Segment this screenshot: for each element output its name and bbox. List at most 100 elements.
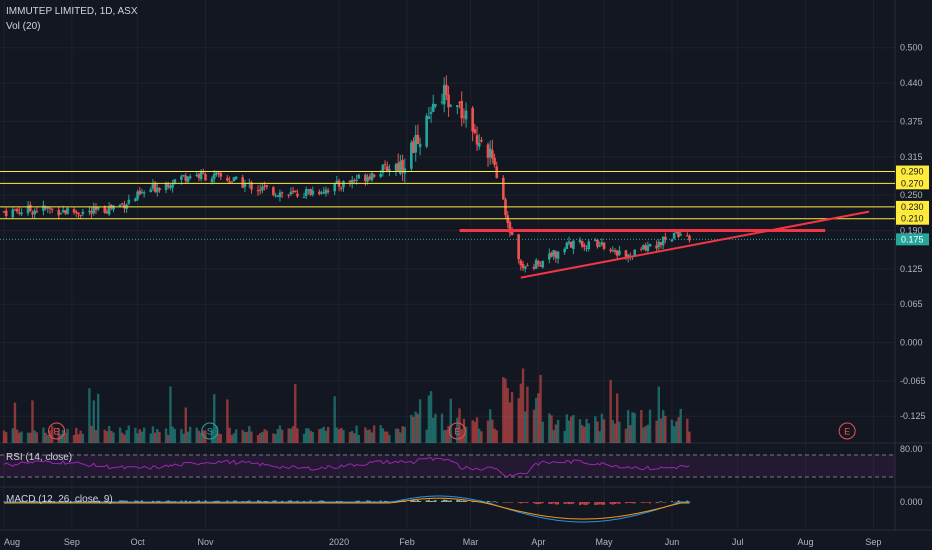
candle-body: [611, 250, 615, 252]
volume-bar: [580, 425, 584, 443]
candle-body: [600, 242, 604, 246]
macd-histogram-bar: [600, 502, 603, 505]
macd-histogram-bar: [97, 500, 100, 502]
volume-bar: [661, 410, 665, 443]
macd-histogram-bar: [296, 500, 299, 502]
macd-histogram-bar: [403, 501, 406, 502]
volume-bar: [280, 429, 284, 443]
volume-bar: [307, 428, 310, 443]
time-axis[interactable]: Aug Sep Oct Nov 2020 Feb Mar Apr May Jun Jul Aug Sep…: [4, 537, 932, 547]
volume-bar: [550, 415, 553, 443]
volume-bar: [642, 427, 645, 443]
candle-body: [326, 190, 330, 192]
volume-bar: [123, 434, 126, 443]
macd-histogram-bar: [215, 500, 218, 502]
level-price-label: 0.230: [901, 202, 924, 212]
volume-bar: [480, 431, 483, 443]
candle-body: [311, 190, 315, 195]
volume-bar: [105, 431, 109, 443]
candle-body: [18, 212, 21, 214]
volume-bar: [456, 417, 459, 443]
candle-body: [318, 191, 321, 195]
volume-bar: [445, 429, 448, 443]
candle-body: [57, 209, 61, 216]
volume-bar: [598, 431, 601, 443]
volume-bar: [510, 391, 514, 443]
macd-histogram-bar: [598, 502, 601, 505]
chart-grid: [0, 0, 932, 531]
volume-bar: [272, 433, 275, 443]
volume-bar: [42, 427, 45, 443]
macd-histogram-bar: [565, 502, 568, 504]
volume-bars: [2, 368, 691, 443]
volume-bar: [648, 409, 652, 443]
macd-histogram-bar: [506, 502, 509, 503]
candle-body: [199, 171, 203, 180]
candle-body: [449, 105, 453, 107]
candle-body: [243, 183, 247, 188]
candle-body: [88, 210, 91, 212]
candle-body: [596, 239, 599, 247]
earnings-marker-icon: [448, 422, 466, 440]
rsi-pane: 80.00: [0, 444, 923, 478]
volume-bar: [587, 423, 590, 443]
macd-histogram-bar: [504, 502, 507, 503]
candle-body: [250, 182, 253, 190]
time-tick-label: Feb: [399, 537, 415, 547]
candle-body: [105, 211, 109, 214]
macd-histogram-bar: [395, 501, 398, 502]
volume-bar: [519, 383, 523, 443]
volume-bar: [50, 426, 54, 443]
volume-bar: [353, 433, 356, 443]
volume-bar: [171, 426, 174, 443]
candle-body: [188, 176, 192, 179]
candle-body: [217, 172, 220, 174]
volume-bar: [199, 432, 203, 443]
volume-bar: [418, 399, 422, 443]
volume-bar: [278, 425, 282, 443]
macd-histogram-bar: [184, 500, 187, 502]
volume-bar: [416, 413, 420, 443]
macd-histogram-bar: [642, 502, 645, 504]
volume-bar: [677, 417, 680, 443]
candle-body: [615, 250, 619, 256]
earnings-marker-label: E: [54, 427, 60, 437]
volume-bar: [471, 420, 474, 443]
candle-body: [565, 242, 569, 250]
candle-body: [265, 185, 269, 187]
macd-histogram-bar: [675, 501, 678, 503]
volume-bar: [502, 377, 505, 443]
candle-body: [171, 184, 174, 188]
level-price-label: 0.210: [901, 214, 924, 224]
price-axis[interactable]: 0.500 0.440 0.375 0.315 0.250 0.190 0.125 0.065…: [900, 43, 926, 421]
volume-bar: [103, 429, 106, 443]
candle-body: [134, 198, 137, 202]
macd-histogram-bar: [77, 500, 80, 502]
volume-bar: [4, 432, 8, 443]
candle-body: [348, 180, 352, 183]
candle-body: [158, 187, 161, 191]
candle-body: [79, 214, 82, 216]
macd-histogram-bar: [425, 500, 428, 502]
candle-body: [486, 144, 490, 158]
rsi-line: [3, 457, 690, 478]
candle-body: [480, 139, 483, 142]
candle-body: [184, 175, 188, 181]
volume-bar: [182, 433, 185, 443]
volume-bar: [537, 393, 540, 443]
macd-histogram-bar: [289, 500, 292, 502]
candle-body: [526, 265, 529, 267]
volume-bar: [230, 434, 233, 443]
macd-histogram-bar: [197, 500, 200, 502]
candle-body: [2, 211, 6, 213]
candle-body: [276, 195, 280, 197]
candle-body: [429, 112, 433, 114]
candle-body: [456, 105, 459, 108]
candle-body: [664, 236, 667, 240]
candle-body: [149, 189, 153, 193]
macd-histogram-bar: [430, 500, 433, 502]
candle-body: [333, 183, 336, 192]
candle-body: [495, 166, 499, 178]
candle-body: [613, 250, 617, 252]
